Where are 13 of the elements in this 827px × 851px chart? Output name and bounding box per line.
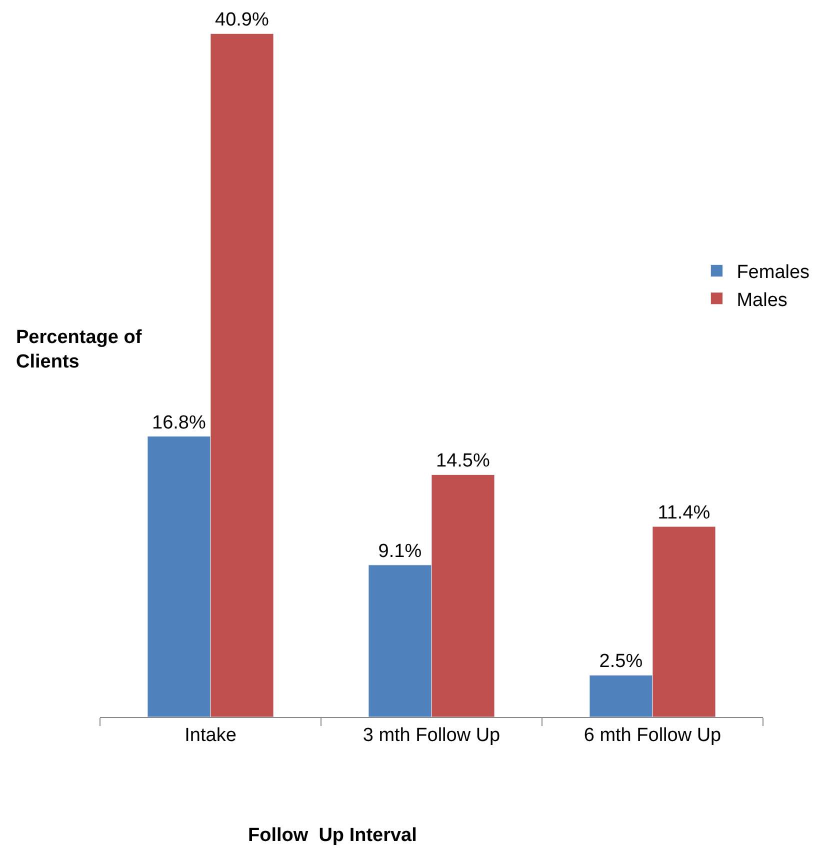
legend-label: Males xyxy=(736,290,788,311)
data-label: 14.5% xyxy=(436,450,490,472)
x-tick-label: 3 mth Follow Up xyxy=(362,724,500,746)
x-tick-label: 6 mth Follow Up xyxy=(584,724,722,746)
data-label: 16.8% xyxy=(152,412,206,434)
data-label: 40.9% xyxy=(215,10,269,31)
data-label: 9.1% xyxy=(378,540,422,562)
y-axis-title: Percentage of Clients xyxy=(16,327,142,373)
data-label: 11.4% xyxy=(658,502,710,524)
x-axis-title: Follow Up Interval xyxy=(248,825,417,846)
legend-label: Females xyxy=(736,262,810,284)
data-label: 2.5% xyxy=(599,651,643,672)
x-tick-label: Intake xyxy=(184,724,236,746)
